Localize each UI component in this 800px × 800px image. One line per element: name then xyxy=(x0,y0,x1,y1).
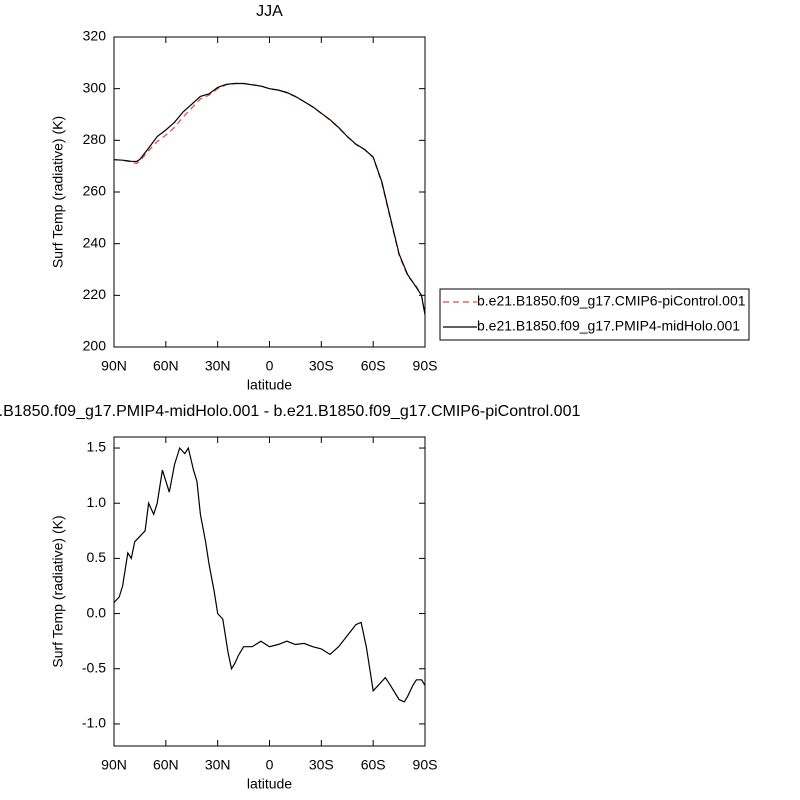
y-tick-label: 1.0 xyxy=(87,494,107,510)
series-line xyxy=(113,446,426,703)
x-tick-label: 90N xyxy=(101,358,127,374)
x-tick-label: 60N xyxy=(153,757,179,773)
x-tick-label: 0 xyxy=(266,358,274,374)
y-tick-label: 0.0 xyxy=(87,604,107,620)
x-tick-label: 60S xyxy=(361,358,386,374)
legend-box xyxy=(439,288,750,341)
y-tick-label: 300 xyxy=(83,79,107,95)
y-axis-label: Surf Temp (radiative) (K) xyxy=(50,515,66,667)
series-line xyxy=(113,82,426,315)
y-tick-label: 200 xyxy=(83,338,107,354)
x-axis-label: latitude xyxy=(247,377,292,393)
y-tick-label: 280 xyxy=(83,131,107,147)
y-tick-label: 240 xyxy=(83,234,107,250)
plot-frame xyxy=(113,36,426,348)
y-tick-label: 220 xyxy=(83,286,107,302)
series-line xyxy=(113,82,426,315)
x-tick-label: 30N xyxy=(205,757,231,773)
y-tick-label: 1.5 xyxy=(87,439,107,455)
x-tick-label: 90N xyxy=(101,757,127,773)
y-tick-label: 0.5 xyxy=(87,549,107,565)
x-tick-label: 60S xyxy=(361,757,386,773)
x-tick-label: 60N xyxy=(153,358,179,374)
legend-label: b.e21.B1850.f09_g17.PMIP4-midHolo.001 xyxy=(477,318,740,334)
y-tick-label: -0.5 xyxy=(82,659,106,675)
y-axis-label: Surf Temp (radiative) (K) xyxy=(50,116,66,268)
chart-title: JJA xyxy=(256,3,283,20)
y-tick-label: -1.0 xyxy=(82,715,106,731)
x-tick-label: 0 xyxy=(266,757,274,773)
x-axis-label: latitude xyxy=(247,776,292,792)
chart-title: b.e21.B1850.f09_g17.PMIP4-midHolo.001 - … xyxy=(0,403,580,420)
x-tick-label: 30N xyxy=(205,358,231,374)
y-tick-label: 320 xyxy=(83,28,107,44)
x-tick-label: 90S xyxy=(413,757,438,773)
legend-label: b.e21.B1850.f09_g17.CMIP6-piControl.001 xyxy=(477,293,746,309)
x-tick-label: 30S xyxy=(309,358,334,374)
x-tick-label: 30S xyxy=(309,757,334,773)
y-tick-label: 260 xyxy=(83,183,107,199)
x-tick-label: 90S xyxy=(413,358,438,374)
